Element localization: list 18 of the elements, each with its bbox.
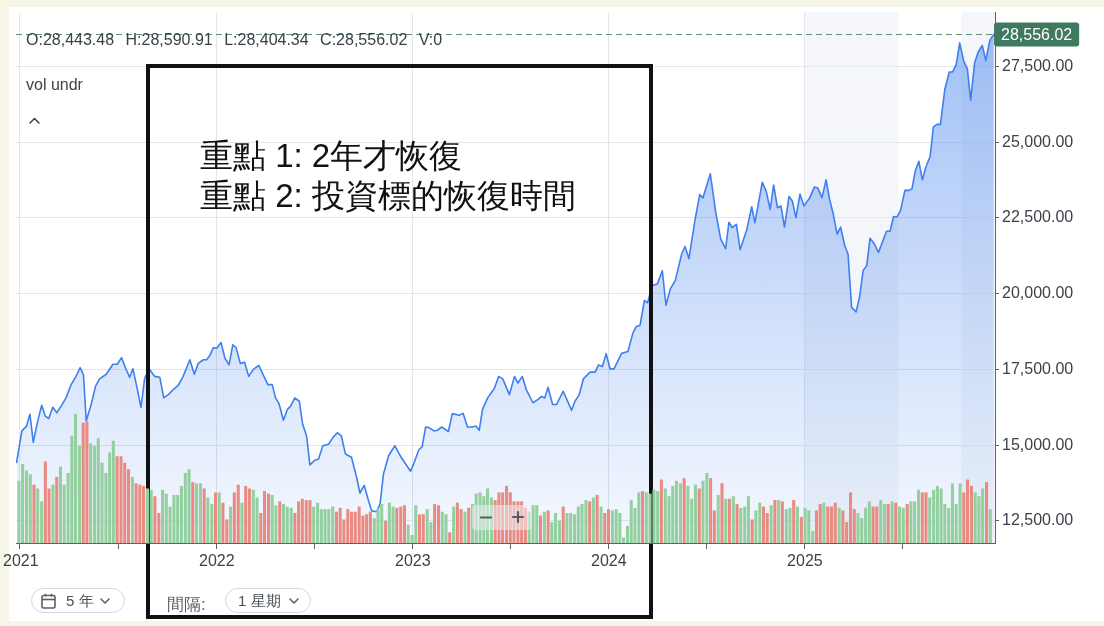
- annotation: O:28,443.48 H:28,590.91 L:28,404.34 C:28,556.02 V:0: [26, 31, 443, 48]
- x-tick-label: 2024: [591, 552, 627, 570]
- annotation: 重點 2: 投資標的恢復時間: [200, 177, 576, 214]
- y-tick-label: 15,000.00: [1002, 435, 1074, 453]
- annotation: 重點 1: 2年才恢復: [200, 137, 463, 174]
- y-tick-label: 27,500.00: [1002, 56, 1074, 74]
- x-tick-label: 2021: [3, 552, 39, 570]
- x-tick-label: 2025: [787, 552, 823, 570]
- y-tick-label: 25,000.00: [1002, 132, 1074, 150]
- annotation: vol undr: [26, 76, 83, 93]
- y-tick-label: 20,000.00: [1002, 284, 1074, 302]
- ref-line-label: 28,556.02: [1001, 25, 1073, 43]
- x-tick-label: 2023: [395, 552, 431, 570]
- text: 間隔:: [167, 595, 206, 614]
- y-tick-label: 22,500.00: [1002, 208, 1074, 226]
- x-tick-label: 2022: [199, 552, 235, 570]
- y-tick-label: 12,500.00: [1002, 511, 1074, 529]
- y-tick-label: 17,500.00: [1002, 359, 1074, 377]
